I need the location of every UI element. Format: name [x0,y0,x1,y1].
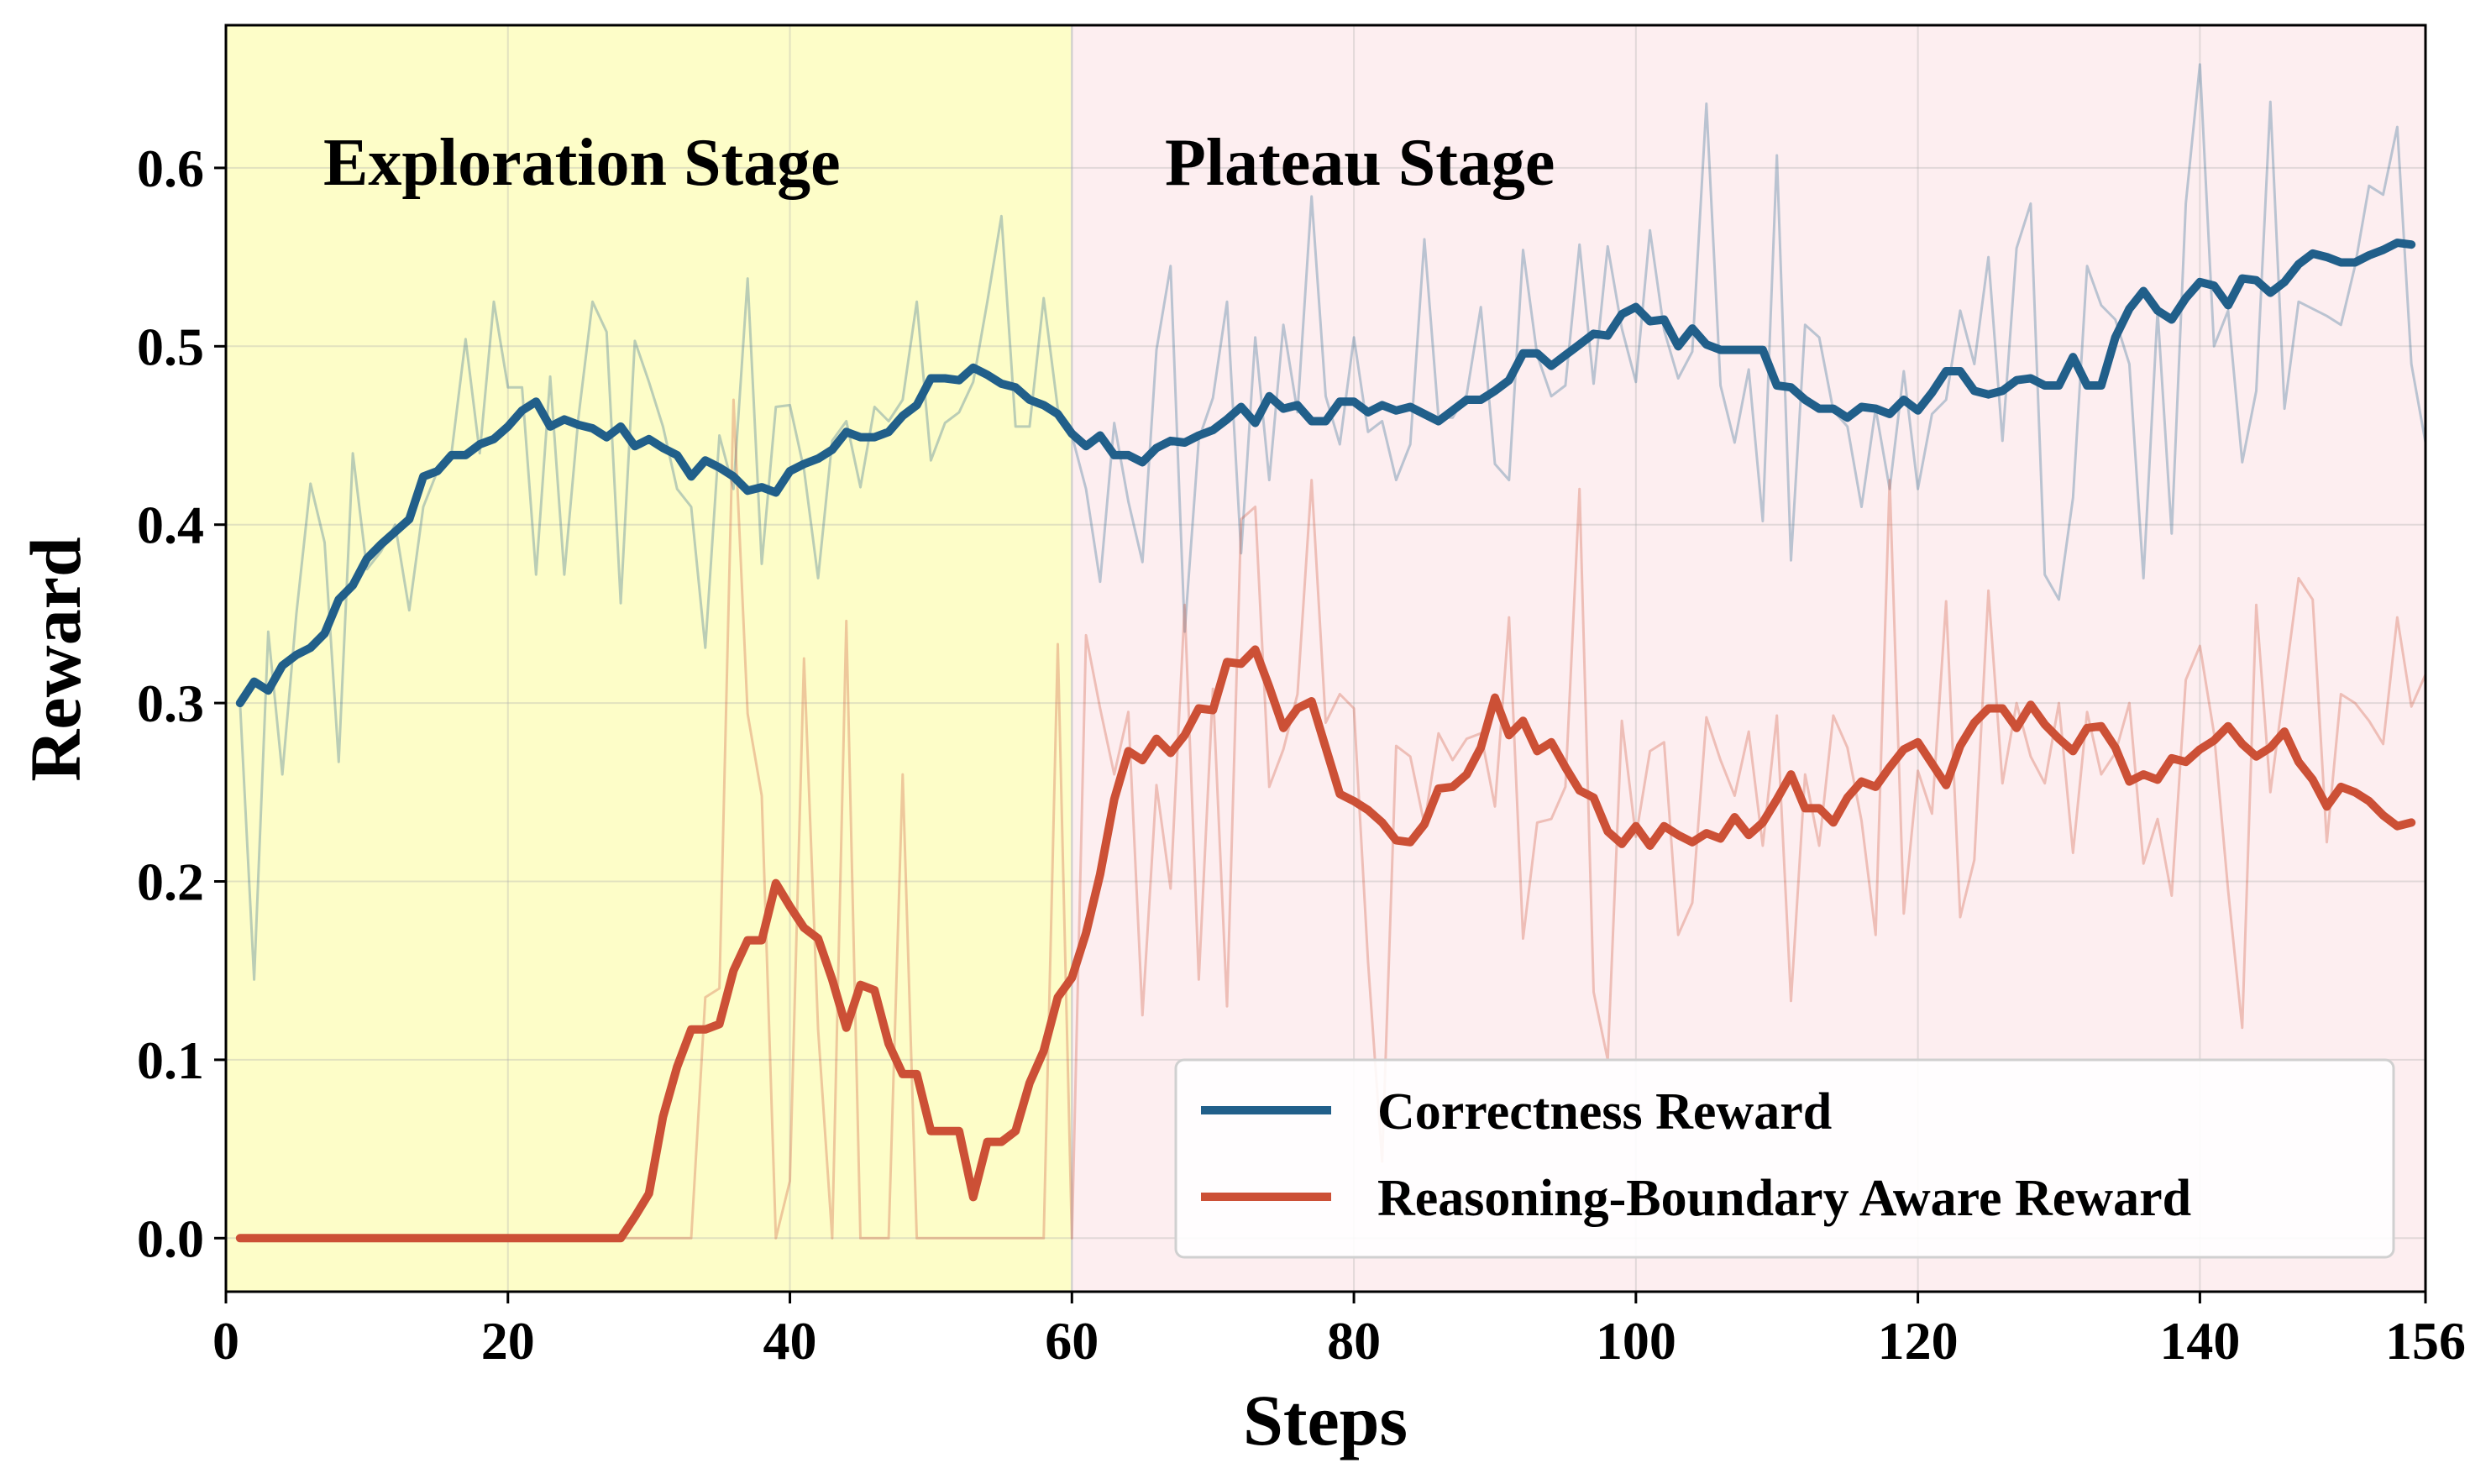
x-axis-title: Steps [1243,1380,1408,1460]
x-tick-label-40: 40 [763,1311,817,1371]
x-tick-label-0: 0 [212,1311,239,1371]
x-tick-label-80: 80 [1327,1311,1381,1371]
x-tick-label-60: 60 [1045,1311,1099,1371]
y-tick-label-0.2: 0.2 [137,852,204,911]
raw-line-correctness-reward [239,63,2427,981]
y-axis-ticks: 0.0 0.1 0.2 0.3 0.4 0.5 0.6 [137,139,226,1268]
smoothed-line-reasoning-boundary-aware-reward [235,645,2416,1243]
legend-label-correctness: Correctness Reward [1377,1083,1832,1141]
plot-frame [224,24,2427,1293]
smoothed-line-correctness-reward [235,239,2416,708]
y-tick-label-0.1: 0.1 [137,1030,204,1090]
x-tick-label-140: 140 [2159,1311,2240,1371]
region-exploration-stage [226,25,1072,1292]
y-tick-label-0: 0.0 [137,1209,204,1268]
legend-label-reasoning-boundary: Reasoning-Boundary Aware Reward [1377,1170,2191,1227]
x-tick-label-20: 20 [481,1311,535,1371]
x-tick-label-100: 100 [1596,1311,1676,1371]
legend: Correctness Reward Reasoning-Boundary Aw… [1174,1058,2395,1259]
y-tick-label-0.4: 0.4 [137,496,204,555]
x-tick-label-120: 120 [1878,1311,1959,1371]
y-axis-title: Reward [15,537,96,781]
stage-label-plateau: Plateau Stage [1165,126,1555,200]
stage-label-exploration: Exploration Stage [323,126,841,200]
x-tick-label-156: 156 [2385,1311,2466,1371]
y-tick-label-0.3: 0.3 [137,674,204,733]
y-tick-label-0.6: 0.6 [137,139,204,198]
legend-box [1174,1058,2395,1259]
y-tick-label-0.5: 0.5 [137,317,204,376]
smoothed-series-lines [235,239,2416,1243]
x-axis-ticks: 0 20 40 60 80 100 120 140 156 [212,1292,2466,1371]
